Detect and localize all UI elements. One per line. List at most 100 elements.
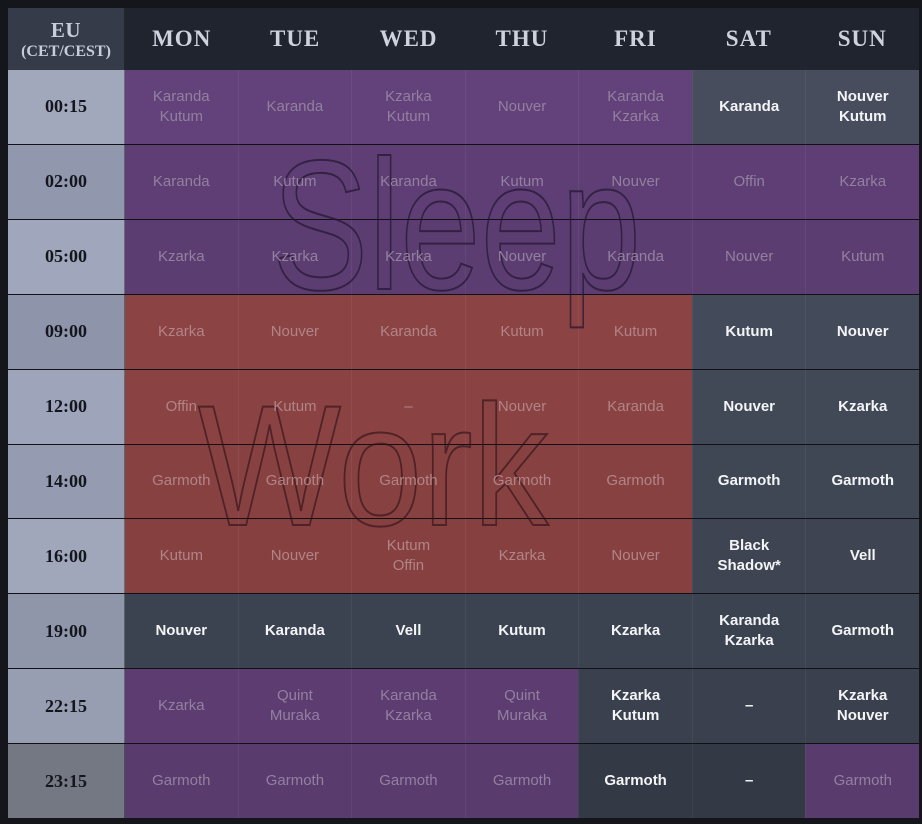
schedule-cell: Nouver — [237, 519, 352, 594]
boss-name: Kutum — [725, 322, 773, 340]
time-cell: 22:15 — [8, 669, 125, 744]
schedule-cell: Karanda — [351, 144, 465, 219]
schedule-rows: 00:15 Karanda Kutum Karanda Kzarka Kutum Nouve… — [8, 70, 919, 818]
boss-name: Kutum — [613, 322, 658, 340]
boss-name: Kutum — [273, 397, 317, 415]
schedule-cell: Garmoth — [237, 444, 352, 519]
schedule-row-1900: 19:00 Nouver Karanda Vell Kutum Kzarka Karanda… — [8, 593, 919, 669]
boss-name: Kutum — [839, 107, 887, 125]
boss-name: Quint — [504, 687, 540, 705]
schedule-cell: Garmoth — [464, 444, 579, 519]
schedule-cell: Kutum — [805, 219, 919, 294]
boss-name: Nouver — [836, 707, 889, 725]
schedule-cell: Offin — [125, 369, 238, 444]
schedule-cell: Nouver Kutum — [805, 70, 919, 144]
boss-name: Shadow* — [717, 557, 781, 575]
boss-name: – — [404, 397, 413, 415]
schedule-cell: Kzarka Kutum — [351, 70, 465, 144]
day-header-mon: MON — [152, 26, 212, 51]
time-cell: 02:00 — [8, 144, 125, 219]
boss-name: Karanda — [607, 247, 664, 265]
time-cell: 09:00 — [8, 294, 125, 369]
schedule-cell: Kzarka — [125, 294, 238, 369]
timezone-header: EU (CET/CEST) — [8, 8, 125, 70]
schedule-cell: Offin — [691, 144, 806, 219]
boss-name: Kzarka — [385, 247, 432, 265]
boss-name: Nouver — [611, 172, 660, 190]
boss-name: Nouver — [836, 322, 889, 340]
boss-name: Quint — [276, 687, 313, 705]
schedule-row-0500: 05:00 Kzarka Kzarka Kzarka Nouver Karanda Nouv… — [8, 218, 919, 294]
schedule-cell: Nouver — [464, 369, 579, 444]
schedule-cell: Karanda — [237, 70, 352, 144]
boss-name: Kutum — [159, 107, 203, 125]
boss-name: Garmoth — [379, 772, 438, 790]
schedule-cell: Karanda — [578, 369, 692, 444]
boss-name: Kutum — [498, 622, 546, 640]
boss-name: Kzarka — [498, 547, 546, 565]
boss-name: Garmoth — [604, 772, 667, 790]
time-cell: 23:15 — [8, 744, 125, 818]
schedule-cell: Garmoth — [351, 744, 465, 818]
schedule-cell: Quint Muraka — [464, 669, 579, 744]
day-header-wed: WED — [379, 26, 438, 51]
boss-name: Offin — [165, 397, 197, 415]
boss-name: Karanda — [607, 87, 664, 105]
boss-name: Kzarka — [838, 397, 888, 415]
schedule-cell: Kzarka — [351, 219, 465, 294]
schedule-row-1200: 12:00 Offin Kutum – Nouver Karanda Nouver Kzark… — [8, 368, 919, 444]
schedule-cell: – — [691, 669, 806, 744]
boss-name: Kzarka — [611, 622, 661, 640]
schedule-cell: Garmoth — [805, 744, 919, 818]
boss-name: Nouver — [723, 397, 776, 415]
boss-name: Kzarka — [724, 632, 774, 650]
boss-name: Nouver — [497, 247, 547, 265]
boss-name: Kzarka — [157, 322, 205, 340]
schedule-cell: Garmoth — [125, 744, 238, 818]
boss-name: Garmoth — [831, 472, 895, 490]
schedule-cell: Kzarka Nouver — [805, 669, 919, 744]
schedule-cell: Quint Muraka — [237, 669, 352, 744]
boss-name: Garmoth — [831, 622, 895, 640]
schedule-cell: Kzarka — [125, 669, 238, 744]
schedule-cell: Karanda Kzarka — [691, 594, 806, 669]
boss-name: Nouver — [270, 547, 320, 565]
schedule-cell: Karanda Kutum — [125, 70, 238, 144]
boss-name: Nouver — [270, 322, 320, 340]
boss-name: Karanda — [152, 87, 210, 105]
schedule-cell: Nouver — [691, 369, 806, 444]
boss-name: Karanda — [266, 97, 324, 115]
time-cell: 16:00 — [8, 519, 125, 594]
day-header-fri: FRI — [614, 26, 657, 51]
schedule-cell: Nouver — [691, 219, 806, 294]
schedule-cell: Nouver — [578, 144, 692, 219]
time-cell: 19:00 — [8, 594, 125, 669]
time-cell: 14:00 — [8, 444, 125, 519]
boss-name: Nouver — [497, 397, 547, 415]
schedule-cell: Kutum — [237, 369, 352, 444]
schedule-cell: Kzarka — [237, 219, 352, 294]
boss-name: Garmoth — [492, 472, 552, 490]
boss-name: Karanda — [380, 322, 437, 340]
boss-name: Offin — [733, 172, 765, 190]
boss-name: Garmoth — [152, 472, 211, 490]
boss-name: Nouver — [725, 247, 774, 265]
schedule-row-1400: 14:00 Garmoth Garmoth Garmoth Garmoth Garmoth… — [8, 443, 919, 519]
boss-name: Kutum — [386, 537, 431, 555]
boss-name: Karanda — [152, 172, 210, 190]
schedule-cell: Kutum — [464, 594, 579, 669]
schedule-cell: Nouver — [237, 294, 352, 369]
boss-name: Nouver — [836, 87, 889, 105]
schedule-row-2315: 23:15 Garmoth Garmoth Garmoth Garmoth Garmoth… — [8, 743, 919, 818]
boss-name: Muraka — [497, 707, 548, 725]
boss-name: Garmoth — [379, 472, 438, 490]
timezone-name-label: (CET/CEST) — [21, 42, 111, 60]
schedule-cell: Karanda — [691, 70, 806, 144]
boss-schedule-table: EU (CET/CEST) MON TUE WED THU FRI SAT SUN 00:1… — [8, 8, 919, 818]
schedule-cell: Garmoth — [578, 744, 692, 818]
schedule-cell: Kutum — [125, 519, 238, 594]
boss-name: Kzarka — [385, 707, 432, 725]
boss-name: Karanda — [380, 172, 437, 190]
boss-name: Kutum — [159, 547, 203, 565]
schedule-cell: Nouver — [464, 70, 579, 144]
